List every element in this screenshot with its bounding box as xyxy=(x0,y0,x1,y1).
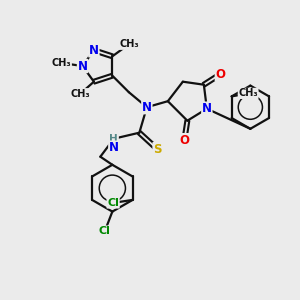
Text: Cl: Cl xyxy=(107,198,119,208)
Text: O: O xyxy=(179,134,189,147)
Text: N: N xyxy=(142,101,152,114)
Text: S: S xyxy=(153,143,162,156)
Text: O: O xyxy=(215,68,225,81)
Text: CH₃: CH₃ xyxy=(119,39,139,49)
Text: H: H xyxy=(110,134,118,144)
Text: CH₃: CH₃ xyxy=(52,58,71,68)
Text: N: N xyxy=(89,44,99,57)
Text: N: N xyxy=(77,59,88,73)
Text: CH₃: CH₃ xyxy=(238,88,258,98)
Text: N: N xyxy=(202,102,212,115)
Text: N: N xyxy=(109,141,119,154)
Text: Cl: Cl xyxy=(99,226,111,236)
Text: CH₃: CH₃ xyxy=(70,89,90,99)
